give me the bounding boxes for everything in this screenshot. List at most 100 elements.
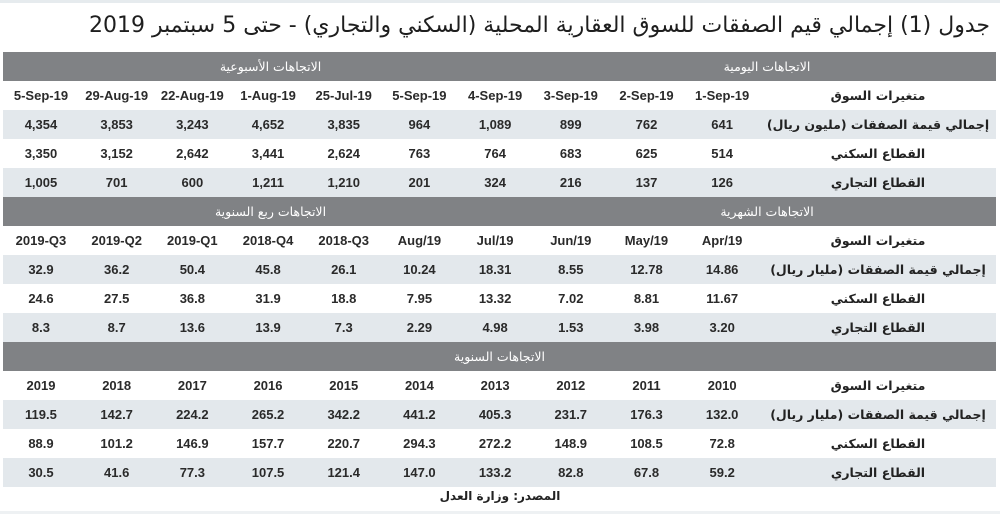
table-cell: 220.7 bbox=[327, 436, 360, 451]
table-row: إجمالي قيمة الصفقات (مليار ريال) 132.0 1… bbox=[3, 400, 996, 429]
row-label: إجمالي قيمة الصفقات (مليار ريال) bbox=[770, 262, 986, 277]
market-transactions-table: الاتجاهات اليومية الاتجاهات الأسبوعية مت… bbox=[3, 52, 996, 487]
table-cell: 10.24 bbox=[403, 262, 436, 277]
column-header: 1-Sep-19 bbox=[695, 88, 750, 103]
source-note: المصدر: وزارة العدل bbox=[439, 489, 561, 503]
table-cell: 176.3 bbox=[630, 407, 663, 422]
table-cell: 265.2 bbox=[251, 407, 285, 422]
table-cell: 72.8 bbox=[709, 436, 735, 451]
table-cell: 7.02 bbox=[558, 291, 584, 306]
column-header: Jun/19 bbox=[550, 233, 592, 248]
column-header: 2-Sep-19 bbox=[619, 88, 674, 103]
column-header: 25-Jul-19 bbox=[315, 88, 372, 103]
table-cell: 13.6 bbox=[179, 320, 205, 335]
table-cell: 231.7 bbox=[554, 407, 588, 422]
column-header: 2012 bbox=[556, 378, 586, 393]
column-header: Aug/19 bbox=[397, 233, 442, 248]
table-cell: 18.31 bbox=[478, 262, 512, 277]
column-header: 2019 bbox=[26, 378, 56, 393]
row-label: إجمالي قيمة الصفقات (مليون ريال) bbox=[766, 117, 990, 132]
monthly-trends-header: الاتجاهات الشهرية bbox=[720, 204, 814, 219]
table-row: القطاع السكني 514 625 683 764 763 2,624 … bbox=[3, 139, 996, 168]
table-cell: 1,005 bbox=[24, 175, 58, 190]
column-header: 2018-Q4 bbox=[242, 233, 294, 248]
table-cell: 126 bbox=[711, 175, 733, 190]
table-cell: 272.2 bbox=[478, 436, 512, 451]
table-cell: 88.9 bbox=[28, 436, 54, 451]
table-cell: 12.78 bbox=[630, 262, 663, 277]
column-header: 2018 bbox=[102, 378, 132, 393]
table-cell: 701 bbox=[105, 175, 128, 190]
table-cell: 59.2 bbox=[709, 465, 735, 480]
table-cell: 148.9 bbox=[554, 436, 588, 451]
table-cell: 3,835 bbox=[327, 117, 360, 132]
table-cell: 121.4 bbox=[327, 465, 360, 480]
row-label: القطاع التجاري bbox=[830, 465, 926, 480]
section-band-daily-weekly: الاتجاهات اليومية الاتجاهات الأسبوعية bbox=[3, 52, 996, 81]
table-cell: 101.2 bbox=[100, 436, 133, 451]
row-label: القطاع السكني bbox=[830, 436, 926, 451]
table-cell: 3.20 bbox=[709, 320, 735, 335]
column-header: 2019-Q1 bbox=[167, 233, 218, 248]
daily-trends-header: الاتجاهات اليومية bbox=[723, 59, 811, 74]
column-header: 2019-Q3 bbox=[15, 233, 67, 248]
table-cell: 641 bbox=[711, 117, 733, 132]
table-cell: 1,211 bbox=[252, 175, 284, 190]
table-cell: 26.1 bbox=[331, 262, 357, 277]
table-cell: 4,652 bbox=[251, 117, 285, 132]
market-variables-header: متغيرات السوق bbox=[830, 378, 926, 393]
section-band-monthly-quarterly: الاتجاهات الشهرية الاتجاهات ربع السنوية bbox=[3, 197, 996, 226]
market-variables-header: متغيرات السوق bbox=[830, 88, 926, 103]
column-header: 2011 bbox=[632, 378, 661, 393]
table-cell: 67.8 bbox=[633, 465, 660, 480]
section-band-annual: الاتجاهات السنوية bbox=[3, 342, 996, 371]
table-cell: 600 bbox=[181, 175, 204, 190]
column-header: 22-Aug-19 bbox=[160, 88, 224, 103]
table-cell: 8.3 bbox=[31, 320, 50, 335]
table-cell: 764 bbox=[484, 146, 506, 161]
table-cell: 108.5 bbox=[630, 436, 663, 451]
table-cell: 625 bbox=[635, 146, 658, 161]
table-cell: 8.7 bbox=[107, 320, 126, 335]
table-cell: 8.81 bbox=[633, 291, 660, 306]
table-cell: 27.5 bbox=[104, 291, 130, 306]
table-row: القطاع التجاري 3.20 3.98 1.53 4.98 2.29 … bbox=[3, 313, 996, 342]
column-header: Jul/19 bbox=[476, 233, 514, 248]
quarterly-trends-header: الاتجاهات ربع السنوية bbox=[214, 204, 327, 219]
column-header: 2015 bbox=[329, 378, 359, 393]
table-cell: 683 bbox=[559, 146, 582, 161]
bottom-divider bbox=[0, 511, 1000, 514]
table-cell: 405.3 bbox=[478, 407, 512, 422]
column-header: 5-Sep-19 bbox=[392, 88, 447, 103]
table-cell: 201 bbox=[408, 175, 431, 190]
table-cell: 342.2 bbox=[327, 407, 360, 422]
table-cell: 7.3 bbox=[334, 320, 353, 335]
market-variables-header: متغيرات السوق bbox=[830, 233, 926, 248]
column-header: 2019-Q2 bbox=[91, 233, 142, 248]
table-cell: 32.9 bbox=[28, 262, 54, 277]
table-cell: 2.29 bbox=[406, 320, 433, 335]
column-header: 2010 bbox=[707, 378, 737, 393]
table-cell: 4,354 bbox=[24, 117, 58, 132]
table-cell: 762 bbox=[635, 117, 658, 132]
top-divider bbox=[0, 0, 1000, 3]
table-cell: 2,642 bbox=[176, 146, 209, 161]
table-cell: 45.8 bbox=[255, 262, 281, 277]
table-cell: 50.4 bbox=[179, 262, 205, 277]
table-cell: 18.8 bbox=[331, 291, 357, 306]
table-cell: 3,350 bbox=[24, 146, 58, 161]
column-header-row: متغيرات السوق 1-Sep-19 2-Sep-19 3-Sep-19… bbox=[3, 81, 996, 110]
table-cell: 119.5 bbox=[25, 407, 57, 422]
table-cell: 24.6 bbox=[28, 291, 54, 306]
table-cell: 36.8 bbox=[179, 291, 205, 306]
row-label: القطاع التجاري bbox=[830, 175, 926, 190]
table-cell: 1.53 bbox=[558, 320, 584, 335]
table-row: القطاع السكني 11.67 8.81 7.02 13.32 7.95… bbox=[3, 284, 996, 313]
table-cell: 142.7 bbox=[100, 407, 133, 422]
column-header: 2017 bbox=[177, 378, 207, 393]
table-cell: 4.98 bbox=[482, 320, 508, 335]
table-cell: 441.2 bbox=[403, 407, 436, 422]
column-header: 5-Sep-19 bbox=[13, 88, 69, 103]
column-header: 29-Aug-19 bbox=[85, 88, 149, 103]
column-header: 2018-Q3 bbox=[318, 233, 370, 248]
